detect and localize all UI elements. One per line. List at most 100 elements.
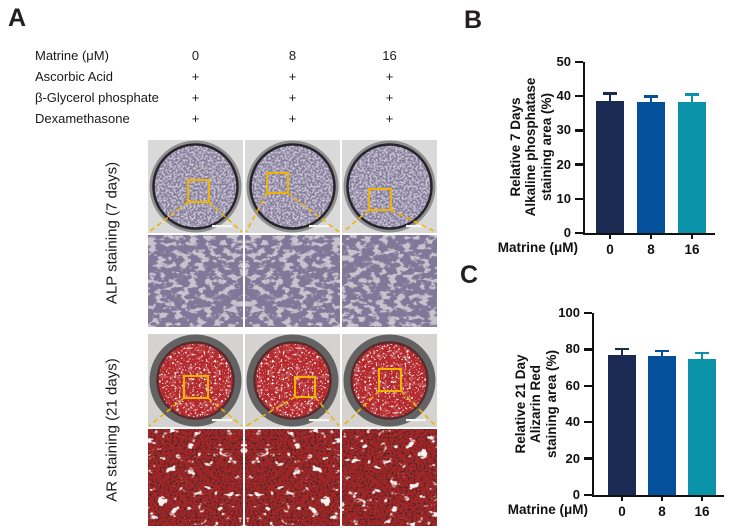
y-axis-tick: [583, 457, 592, 460]
ar-staining-group-label: AR staining (21 days): [103, 358, 121, 502]
panel-a-label: A: [8, 4, 27, 32]
y-axis-tick: [574, 231, 583, 235]
x-axis-tick: [660, 495, 664, 501]
alp-zoom-image-1: [245, 235, 340, 327]
y-tick-label: 0: [563, 225, 571, 240]
condition-value: +: [385, 69, 394, 84]
y-label-line: Alizarin Red: [528, 365, 544, 444]
error-bar-cap: [655, 349, 669, 353]
y-label-line: Relative 7 Days: [508, 97, 524, 197]
ar-zoom-image-1: [245, 429, 340, 526]
y-axis-tick: [583, 384, 592, 388]
chart-c-x-axis-label: Matrine (μM): [507, 502, 588, 517]
panel-c-label: C: [460, 261, 479, 289]
condition-value: 8: [288, 48, 297, 63]
error-bar-stem: [649, 97, 653, 103]
y-tick-label: 60: [565, 377, 580, 393]
error-bar-cap: [615, 347, 629, 351]
chart-c-plot-area: 0 20 40 60 80 100 0 8 16: [558, 305, 724, 519]
bar-b-0: [596, 101, 624, 233]
y-tick-label: 0: [572, 487, 580, 502]
ar-zoom-image-0: [148, 429, 243, 526]
condition-value: +: [191, 69, 200, 84]
condition-value: +: [385, 111, 394, 126]
y-tick-label: 40: [565, 414, 580, 430]
chart-b-plot-area: 0 10 20 30 40 50 0 8 16: [557, 54, 715, 257]
alp-well-image-2: [342, 140, 437, 233]
condition-value: 16: [382, 48, 397, 63]
y-axis-tick: [583, 311, 592, 315]
condition-value: +: [191, 111, 200, 126]
condition-value: +: [288, 90, 297, 105]
y-tick-label: 10: [556, 190, 571, 206]
y-label-line: staining area (%): [543, 349, 559, 459]
condition-row-glycerol-phosphate: β-Glycerol phosphate + + +: [0, 90, 460, 110]
x-axis-tick: [649, 233, 653, 239]
bar-b-2: [678, 102, 706, 233]
x-category-label: 8: [658, 504, 666, 519]
y-axis-tick: [583, 348, 592, 351]
bar-b-1: [637, 102, 665, 233]
y-tick-label: 40: [556, 88, 571, 104]
x-axis-tick: [608, 233, 612, 239]
error-bar-stem: [660, 352, 664, 356]
error-bar-cap: [695, 351, 709, 355]
alp-well-image-0: [148, 140, 243, 233]
condition-value: 0: [191, 48, 200, 63]
y-axis-tick: [583, 420, 592, 424]
error-bar-cap: [644, 95, 658, 98]
error-bar-stem: [620, 350, 624, 355]
y-tick-label: 20: [565, 450, 580, 466]
x-category-label: 16: [694, 504, 710, 519]
y-tick-label: 100: [558, 305, 580, 320]
x-category-label: 0: [606, 242, 614, 257]
ar-zoom-image-2: [342, 429, 437, 526]
condition-value: +: [191, 90, 200, 105]
condition-value: +: [385, 90, 394, 105]
x-category-label: 8: [647, 242, 655, 257]
error-bar-stem: [608, 94, 612, 102]
condition-row-matrine: Matrine (μM) 0 8 16: [0, 48, 460, 68]
y-axis-tick: [574, 94, 583, 98]
condition-label: Dexamethasone: [35, 111, 130, 126]
x-axis-tick: [700, 495, 704, 501]
y-axis-tick: [574, 197, 583, 201]
x-axis-tick: [690, 233, 694, 239]
y-tick-label: 20: [556, 156, 571, 172]
bar-c-2: [688, 359, 716, 495]
condition-label: Ascorbic Acid: [35, 69, 114, 84]
error-bar-cap: [685, 93, 699, 96]
y-axis-tick: [574, 60, 583, 64]
ar-well-image-0: [148, 334, 243, 427]
alp-well-image-1: [245, 140, 340, 233]
y-axis-tick: [574, 129, 583, 132]
y-label-line: Relative 21 Day: [513, 354, 529, 454]
condition-row-ascorbic-acid: Ascorbic Acid + + +: [0, 69, 460, 89]
condition-row-dexamethasone: Dexamethasone + + +: [0, 111, 460, 131]
condition-value: +: [288, 69, 297, 84]
x-axis-tick: [620, 495, 624, 501]
y-axis-tick: [574, 163, 583, 166]
chart-c-y-axis-label: Relative 21 Day Alizarin Red staining ar…: [513, 350, 559, 458]
alp-zoom-image-0: [148, 235, 243, 327]
ar-well-image-2: [342, 334, 437, 427]
y-axis-tick: [583, 493, 592, 497]
x-category-label: 0: [618, 504, 626, 519]
panel-b-label: B: [464, 6, 483, 34]
y-tick-label: 30: [556, 122, 571, 138]
bar-c-0: [608, 354, 636, 495]
alp-zoom-image-2: [342, 235, 437, 327]
x-category-label: 16: [684, 242, 700, 257]
condition-label: β-Glycerol phosphate: [35, 90, 159, 105]
error-bar-stem: [690, 95, 694, 103]
error-bar-cap: [603, 92, 617, 95]
bar-c-1: [648, 355, 676, 495]
condition-label: Matrine (μM): [35, 48, 109, 63]
chart-b-x-axis-label: Matrine (μM): [497, 240, 578, 255]
error-bar-stem: [700, 354, 704, 360]
alp-staining-group-label: ALP staining (7 days): [103, 161, 121, 305]
ar-well-image-1: [245, 334, 340, 427]
condition-value: +: [288, 111, 297, 126]
y-tick-label: 50: [556, 54, 571, 69]
